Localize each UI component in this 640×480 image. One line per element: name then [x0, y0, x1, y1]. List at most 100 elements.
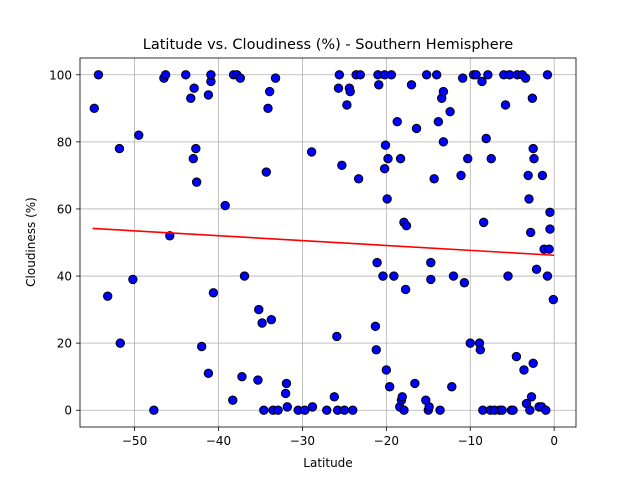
- data-point: [475, 345, 486, 355]
- data-point: [435, 405, 445, 415]
- data-point: [206, 70, 216, 80]
- data-point: [374, 80, 384, 90]
- data-point: [508, 405, 518, 415]
- data-point: [478, 217, 489, 228]
- data-point: [189, 83, 199, 93]
- data-point: [134, 130, 144, 140]
- data-point: [438, 86, 449, 97]
- data-point: [348, 405, 358, 415]
- data-point: [542, 70, 553, 80]
- data-point: [270, 73, 281, 83]
- data-point: [465, 338, 475, 348]
- data-point: [333, 83, 344, 93]
- y-tick-label: 40: [57, 270, 72, 284]
- data-points: [89, 70, 559, 415]
- data-point: [300, 405, 310, 415]
- data-point: [483, 70, 493, 80]
- data-point: [537, 170, 548, 181]
- data-point: [542, 271, 553, 281]
- data-point: [429, 174, 439, 184]
- data-point: [544, 244, 554, 254]
- data-point: [264, 86, 275, 97]
- data-point: [421, 70, 432, 80]
- y-tick-label: 60: [57, 202, 72, 216]
- data-point: [410, 378, 420, 389]
- regression-line: [92, 227, 555, 257]
- x-tick-label: −20: [374, 434, 399, 448]
- data-point: [266, 314, 277, 325]
- data-point: [353, 174, 364, 184]
- plot-frame: [79, 57, 577, 428]
- data-point: [254, 304, 264, 315]
- data-point: [477, 76, 487, 87]
- data-point: [191, 177, 202, 187]
- data-point: [332, 331, 342, 342]
- data-point: [378, 271, 388, 281]
- data-point: [458, 73, 468, 83]
- data-point: [380, 140, 391, 150]
- data-point: [525, 227, 536, 238]
- axis-ticks: −50 −40 −30 −20 −10 0 0 20 40 60 80 100: [49, 68, 558, 448]
- data-point: [399, 405, 409, 415]
- data-point: [525, 405, 535, 415]
- data-point: [459, 278, 470, 288]
- data-point: [520, 73, 531, 83]
- data-point: [208, 288, 219, 298]
- data-point: [102, 291, 113, 301]
- data-point: [181, 70, 191, 80]
- data-point: [379, 164, 390, 174]
- data-point: [239, 271, 250, 281]
- data-point: [128, 274, 138, 285]
- data-point: [545, 207, 555, 218]
- data-point: [342, 100, 352, 110]
- data-point: [203, 368, 214, 379]
- y-tick-label: 80: [57, 135, 72, 149]
- x-axis-label: Latitude: [303, 456, 352, 470]
- data-point: [381, 365, 392, 375]
- data-point: [426, 274, 436, 285]
- data-point: [531, 264, 542, 275]
- x-tick-label: −30: [290, 434, 315, 448]
- chart-title: Latitude vs. Cloudiness (%) - Southern H…: [143, 37, 514, 53]
- data-point: [471, 70, 481, 80]
- data-point: [511, 351, 522, 362]
- x-tick-label: −10: [458, 434, 483, 448]
- data-point: [445, 106, 455, 117]
- x-tick-label: −40: [206, 434, 231, 448]
- data-point: [322, 405, 332, 415]
- data-point: [345, 86, 355, 97]
- data-point: [115, 338, 125, 348]
- data-point: [438, 137, 449, 147]
- data-point: [196, 341, 207, 352]
- data-point: [548, 294, 559, 305]
- data-point: [527, 93, 538, 103]
- data-point: [395, 153, 406, 164]
- data-point: [282, 402, 292, 412]
- data-point: [188, 153, 198, 164]
- data-point: [149, 405, 159, 415]
- data-point: [524, 194, 534, 204]
- data-point: [384, 382, 395, 392]
- data-point: [259, 405, 269, 415]
- data-point: [528, 143, 538, 154]
- data-point: [519, 365, 529, 375]
- data-point: [237, 371, 247, 382]
- data-point: [281, 378, 292, 389]
- data-point: [355, 70, 366, 80]
- x-tick-label: −50: [122, 434, 147, 448]
- data-point: [529, 153, 539, 164]
- data-point: [235, 73, 245, 83]
- data-point: [253, 375, 263, 385]
- data-point: [220, 200, 230, 211]
- data-point: [386, 70, 397, 80]
- data-point: [186, 93, 196, 103]
- data-point: [497, 405, 507, 415]
- data-point: [426, 257, 436, 268]
- data-point: [257, 318, 267, 328]
- x-tick-label: 0: [550, 434, 558, 448]
- data-point: [306, 147, 317, 157]
- y-tick-label: 20: [57, 337, 72, 351]
- data-point: [431, 70, 442, 80]
- data-point: [433, 117, 444, 127]
